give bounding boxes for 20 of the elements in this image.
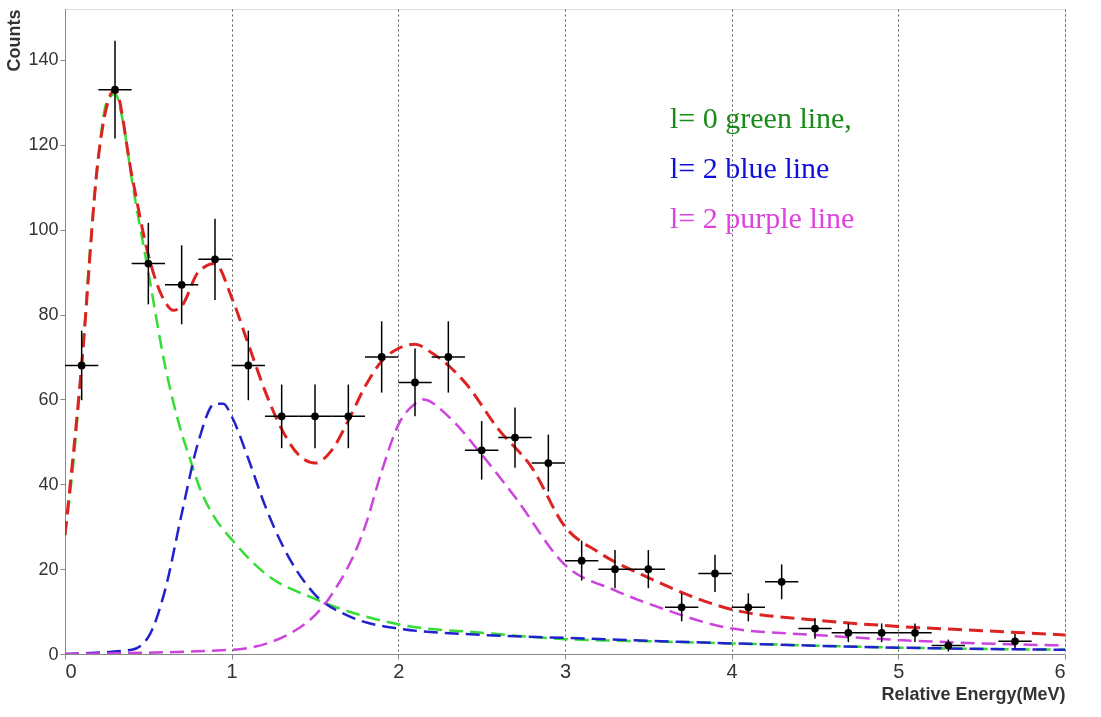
x-tick-label: 0 — [65, 659, 77, 682]
annotation: l= 2 blue line — [670, 151, 830, 184]
y-tick-label: 0 — [48, 643, 59, 664]
x-tick-label: 5 — [893, 659, 905, 682]
x-tick-label: 2 — [393, 659, 405, 682]
x-tick-label: 4 — [726, 659, 738, 682]
x-tick-label: 6 — [1054, 659, 1066, 682]
y-tick-label: 80 — [38, 304, 59, 325]
y-axis-title: Counts — [4, 9, 25, 72]
x-tick-label: 3 — [559, 659, 572, 682]
annotation: l= 2 purple line — [670, 201, 855, 234]
y-tick-label: 20 — [38, 558, 59, 579]
y-tick-label: 100 — [28, 219, 59, 240]
y-tick-label: 140 — [28, 49, 59, 70]
y-tick-label: 120 — [28, 134, 59, 155]
annotation: l= 0 green line, — [670, 101, 852, 134]
x-tick-label: 1 — [226, 659, 238, 682]
y-tick-label: 60 — [38, 388, 59, 409]
x-axis-title: Relative Energy(MeV) — [881, 683, 1066, 704]
y-tick-label: 40 — [38, 473, 59, 494]
